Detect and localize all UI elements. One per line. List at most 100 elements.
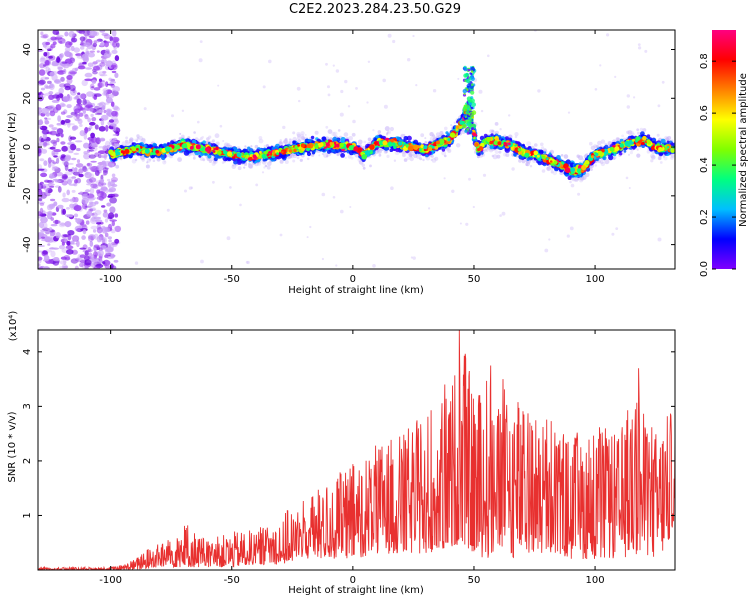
halo-dot — [589, 168, 593, 171]
noise-dot — [100, 179, 104, 184]
noise-dot — [56, 137, 60, 143]
sparse-dot — [638, 46, 642, 50]
noise-dot — [55, 171, 64, 177]
halo-dot — [613, 155, 617, 160]
noise-dot — [89, 147, 95, 150]
sparse-dot — [355, 87, 358, 90]
halo-dot — [670, 154, 675, 158]
sparse-dot — [327, 93, 331, 97]
noise-dot — [114, 213, 119, 218]
noise-dot — [102, 70, 107, 74]
noise-dot — [95, 59, 102, 63]
noise-dot — [103, 153, 107, 160]
noise-dot — [82, 167, 89, 172]
halo-dot — [491, 130, 494, 133]
halo-dot — [199, 137, 203, 141]
halo-dot — [226, 143, 231, 147]
noise-dot — [95, 137, 100, 143]
halo-dot — [384, 126, 390, 132]
noise-dot — [111, 177, 118, 182]
noise-dot — [89, 125, 93, 130]
noise-dot — [111, 173, 116, 178]
noise-dot — [97, 102, 103, 106]
sparse-dot — [321, 192, 326, 197]
halo-dot — [444, 126, 448, 131]
band-dot — [513, 152, 517, 157]
sparse-dot — [181, 109, 185, 113]
noise-dot — [82, 61, 87, 65]
noise-dot — [56, 157, 60, 164]
noise-dot — [55, 57, 61, 64]
noise-dot — [49, 130, 57, 136]
noise-dot — [98, 249, 104, 257]
noise-dot — [38, 79, 46, 85]
sparse-dot — [570, 183, 575, 188]
sparse-dot — [606, 33, 610, 37]
halo-dot — [362, 166, 366, 170]
chart-title: C2E2.2023.284.23.50.G29 — [288, 2, 462, 17]
noise-dot — [101, 192, 107, 199]
sparse-dot — [569, 226, 574, 231]
halo-dot — [420, 133, 425, 138]
noise-dot — [103, 90, 108, 96]
noise-dot — [100, 119, 105, 126]
band-dot — [262, 158, 266, 162]
noise-dot — [96, 221, 102, 225]
noise-dot — [96, 38, 103, 42]
halo-dot — [284, 160, 289, 164]
noise-dot — [111, 220, 116, 227]
halo-dot — [211, 161, 216, 166]
noise-dot — [90, 160, 97, 163]
noise-dot — [75, 53, 83, 57]
noise-dot — [111, 193, 119, 198]
noise-dot — [49, 83, 54, 89]
noise-dot — [39, 136, 43, 143]
noise-dot — [70, 45, 75, 52]
halo-dot — [496, 154, 501, 159]
noise-dot — [38, 245, 45, 247]
band-dot — [666, 140, 670, 144]
noise-dot — [38, 216, 43, 219]
noise-dot — [70, 111, 77, 116]
halo-dot — [141, 158, 145, 162]
halo-dot — [192, 156, 196, 160]
noise-dot — [92, 229, 97, 233]
noise-dot — [44, 118, 48, 125]
noise-dot — [94, 201, 99, 205]
noise-dot — [60, 111, 66, 115]
noise-dot — [51, 159, 55, 163]
sparse-dot — [392, 39, 396, 44]
halo-dot — [325, 125, 329, 129]
noise-dot — [96, 189, 101, 194]
halo-dot — [248, 163, 253, 169]
noise-dot — [38, 263, 41, 267]
noise-dot — [44, 84, 49, 89]
noise-dot — [87, 163, 91, 166]
halo-dot — [140, 155, 145, 160]
halo-dot — [386, 130, 392, 135]
halo-dot — [594, 164, 597, 167]
noise-dot — [105, 89, 113, 94]
noise-dot — [101, 160, 106, 164]
sparse-dot — [261, 171, 265, 174]
noise-dot — [111, 193, 119, 198]
noise-dot — [93, 40, 98, 44]
noise-dot — [61, 197, 70, 203]
halo-dot — [646, 150, 651, 154]
noise-dot — [50, 36, 57, 41]
halo-dot — [357, 139, 363, 145]
halo-dot — [332, 131, 338, 137]
sparse-dot — [226, 236, 231, 241]
noise-dot — [75, 94, 82, 100]
noise-dot — [88, 203, 94, 208]
noise-dot — [84, 72, 93, 78]
sparse-dot — [594, 88, 598, 91]
halo-dot — [327, 129, 333, 135]
noise-dot — [43, 160, 48, 166]
noise-dot — [112, 41, 117, 48]
halo-dot — [667, 135, 672, 141]
noise-dot — [85, 220, 90, 225]
noise-dot — [44, 254, 50, 262]
noise-dot — [98, 78, 103, 83]
noise-dot — [114, 238, 120, 244]
